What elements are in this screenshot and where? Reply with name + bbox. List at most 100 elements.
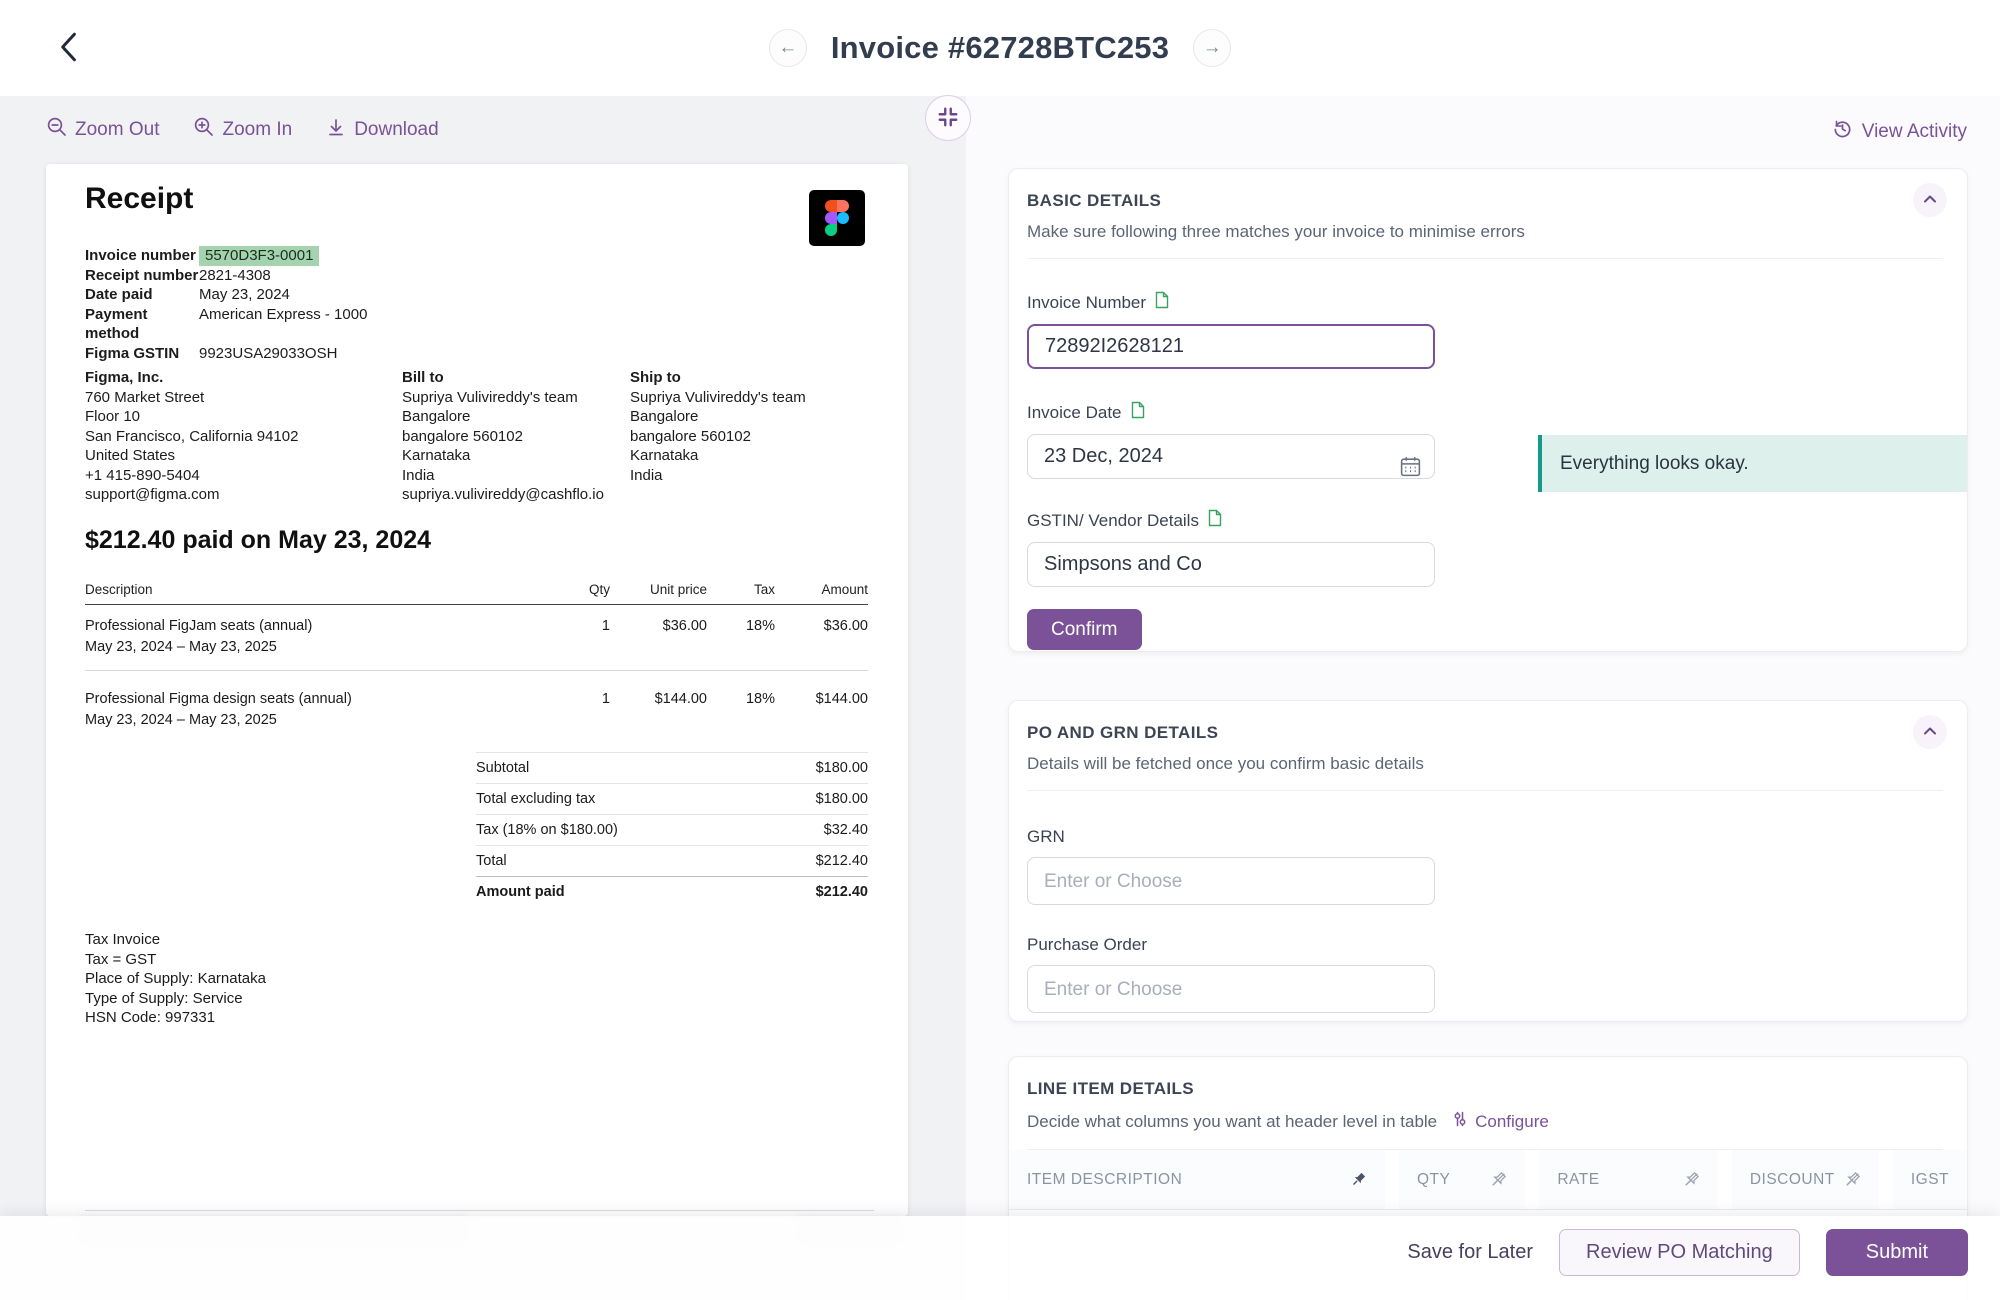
pin-off-icon[interactable] [1844,1171,1861,1188]
total-row: Total $212.40 [476,845,868,876]
divider [1027,1149,1943,1150]
receipt-table-header: Description Qty Unit price Tax Amount [85,582,868,605]
save-for-later-button[interactable]: Save for Later [1407,1229,1533,1276]
zoom-out-label: Zoom Out [75,118,160,140]
grn-input[interactable] [1027,857,1435,905]
history-icon [1832,118,1853,145]
meta-row: Payment method American Express - 1000 [85,305,368,343]
amount-paid-headline: $212.40 paid on May 23, 2024 [85,526,432,554]
invoice-date-label: Invoice Date [1027,401,1949,424]
line-item-details-subtitle: Decide what columns you want at header l… [1027,1111,1438,1131]
meta-row: Receipt number 2821-4308 [85,266,271,284]
gstin-input[interactable] [1027,542,1435,587]
zoom-in-icon [193,116,214,143]
line-items-header-row: ITEM DESCRIPTION QTY RATE [1009,1150,1967,1210]
line-item-details-title: LINE ITEM DETAILS [1027,1079,1195,1098]
divider [1027,258,1943,259]
invoice-number-label: Invoice Number [1027,291,1949,314]
zoom-out-button[interactable]: Zoom Out [46,116,159,143]
details-panel: View Activity BASIC DETAILS Make sure fo… [966,96,2000,1300]
confirm-button[interactable]: Confirm [1027,609,1142,650]
pin-icon-filled[interactable] [1350,1171,1367,1188]
chevron-up-icon [1923,193,1937,208]
gstin-label: GSTIN/ Vendor Details [1027,509,1949,532]
receipt-addresses: Figma, Inc. 760 Market Street Floor 10 S… [85,368,806,505]
download-icon [326,117,346,143]
basic-details-subtitle: Make sure following three matches your i… [1027,222,1525,241]
view-activity-link[interactable]: View Activity [1832,118,1967,145]
basic-details-card: BASIC DETAILS Make sure following three … [1008,168,1968,652]
download-label: Download [354,118,439,140]
back-chevron-icon [56,32,80,67]
extracted-doc-icon [1207,509,1223,532]
receipt-meta: Invoice number 5570D3F3-0001 Receipt numb… [85,246,367,363]
po-grn-collapse-button[interactable] [1913,715,1947,749]
column-header-rate[interactable]: RATE [1539,1150,1718,1209]
column-header-item-description[interactable]: ITEM DESCRIPTION [1009,1150,1385,1209]
receipt-preview: Receipt Invoice number 5570D3F3-0001 Rece… [46,164,908,1216]
invoice-number-input[interactable] [1027,324,1435,369]
submit-button[interactable]: Submit [1825,1229,1968,1276]
review-po-matching-button[interactable]: Review PO Matching [1559,1229,1800,1276]
receipt-totals: Subtotal $180.00 Total excluding tax $180.… [476,752,868,907]
meta-row: Invoice number 5570D3F3-0001 [85,246,367,266]
chevron-up-icon [1923,725,1937,740]
purchase-order-label: Purchase Order [1027,935,1147,954]
meta-row: Date paid May 23, 2024 [85,286,290,303]
footer-action-bar: Save for Later Review PO Matching Submit [0,1216,2000,1300]
arrow-right-icon: → [1202,37,1222,58]
total-row-amount-paid: Amount paid $212.40 [476,876,868,907]
receipt-title: Receipt [85,182,194,215]
seller-address: Figma, Inc. 760 Market Street Floor 10 S… [85,369,299,503]
title-group: ← Invoice #62728BTC253 → [0,0,2000,96]
viewer-toolbar: Zoom Out Zoom In Download [46,116,439,143]
column-header-qty[interactable]: QTY [1398,1150,1526,1209]
invoice-date-input[interactable] [1027,434,1435,479]
figma-logo [809,190,865,246]
sliders-icon [1451,1110,1469,1133]
prev-invoice-button[interactable]: ← [768,29,807,67]
ship-to-address: Ship to Supriya Vulivireddy's team Banga… [630,369,806,484]
po-grn-title: PO AND GRN DETAILS [1027,723,1219,742]
page-title: Invoice #62728BTC253 [830,30,1170,65]
purchase-order-input[interactable] [1027,965,1435,1013]
total-row: Subtotal $180.00 [476,752,868,783]
receipt-line-items: Description Qty Unit price Tax Amount Pr… [85,582,868,743]
arrow-left-icon: ← [778,37,798,58]
column-header-discount[interactable]: DISCOUNT [1731,1150,1879,1209]
collapse-panel-button[interactable] [925,95,971,141]
top-header: ← Invoice #62728BTC253 → [0,0,2000,96]
back-button[interactable] [48,28,88,68]
grn-label: GRN [1027,827,1065,846]
zoom-in-button[interactable]: Zoom In [193,116,292,143]
receipt-tax-notes: Tax Invoice Tax = GST Place of Supply: K… [85,931,266,1026]
configure-columns-link[interactable]: Configure [1451,1110,1549,1133]
next-invoice-button[interactable]: → [1193,29,1232,67]
receipt-bottom-rule [85,1210,874,1211]
view-activity-label: View Activity [1861,120,1967,142]
download-button[interactable]: Download [326,116,439,143]
basic-details-collapse-button[interactable] [1913,183,1947,217]
meta-row: Figma GSTIN 9923USA29033OSH [85,344,338,362]
bill-to-address: Bill to Supriya Vulivireddy's team Banga… [402,369,604,503]
pin-off-icon[interactable] [1683,1171,1700,1188]
divider [1027,790,1943,791]
zoom-out-icon [46,116,67,143]
total-row: Total excluding tax $180.00 [476,783,868,814]
receipt-item-row: Professional Figma design seats (annual)… [85,691,868,728]
extracted-doc-icon [1154,291,1170,314]
invoice-number-highlight[interactable]: 5570D3F3-0001 [199,246,320,266]
collapse-icon [937,106,959,131]
document-panel: Zoom Out Zoom In Download [0,96,966,1300]
validation-status-message: Everything looks okay. [1538,435,1967,492]
po-grn-card: PO AND GRN DETAILS Details will be fetch… [1008,700,1968,1022]
po-grn-subtitle: Details will be fetched once you confirm… [1027,754,1424,773]
calendar-icon[interactable] [1399,455,1422,483]
pin-off-icon[interactable] [1490,1171,1507,1188]
column-header-igst[interactable]: IGST [1892,1150,1967,1209]
receipt-item-row: Professional FigJam seats (annual) May 23… [85,605,868,671]
total-row: Tax (18% on $180.00) $32.40 [476,814,868,845]
zoom-in-label: Zoom In [222,118,293,140]
extracted-doc-icon [1130,401,1146,424]
